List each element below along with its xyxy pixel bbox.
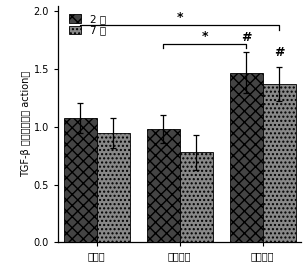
Y-axis label: TGF-β 表达量（相对 action）: TGF-β 表达量（相对 action） — [21, 71, 31, 177]
Bar — [146, 129, 180, 242]
Bar — [64, 118, 97, 242]
Bar — [180, 152, 213, 242]
Bar — [263, 84, 296, 242]
Bar — [230, 73, 263, 242]
Text: *: * — [201, 30, 208, 42]
Legend: 2 天, 7 天: 2 天, 7 天 — [66, 11, 109, 38]
Text: #: # — [241, 31, 251, 44]
Text: *: * — [177, 11, 183, 24]
Text: #: # — [274, 46, 285, 59]
Bar — [97, 133, 130, 242]
